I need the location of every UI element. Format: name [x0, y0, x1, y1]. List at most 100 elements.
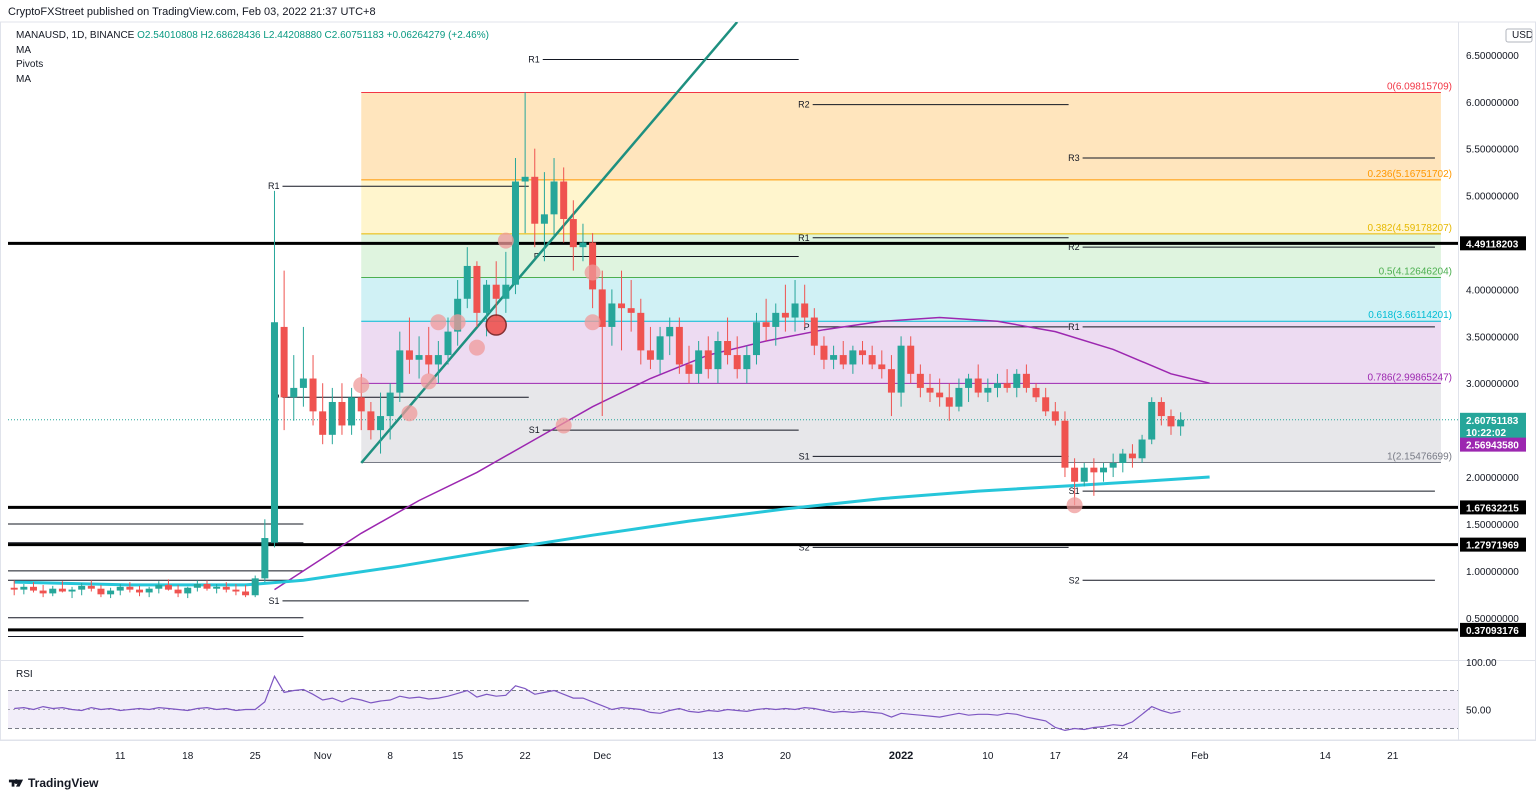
candle-body: [839, 355, 847, 365]
indicator-ma-200[interactable]: MA: [16, 73, 31, 85]
highlight-marker: [353, 377, 370, 394]
candle-body: [579, 242, 587, 248]
fib-zone: [361, 92, 1441, 180]
candle-body: [415, 355, 423, 360]
candle-body: [261, 538, 269, 579]
candle-body: [68, 589, 76, 592]
key-level-badge-text: 0.37093176: [1466, 626, 1519, 637]
candle-body: [367, 411, 375, 431]
candle-body: [425, 355, 433, 365]
key-level-badge: [1460, 236, 1526, 251]
candle-body: [791, 303, 799, 318]
candle-body: [405, 350, 413, 360]
candle-body: [463, 265, 471, 299]
highlight-marker: [555, 417, 572, 434]
pivot-label: R2: [798, 100, 810, 110]
candle-body: [1071, 467, 1079, 482]
candle-body: [174, 589, 182, 594]
highlight-marker-large: [485, 314, 507, 336]
candle-body: [338, 401, 346, 426]
highlight-marker: [497, 232, 514, 249]
x-tick-label: Nov: [314, 751, 332, 762]
indicator-pivots[interactable]: Pivots: [16, 59, 44, 70]
candle-body: [502, 284, 510, 299]
x-tick-label: 21: [1387, 751, 1399, 762]
candle-body: [897, 345, 905, 393]
pivot-label: S1: [529, 425, 540, 435]
candle-body: [444, 331, 452, 356]
rsi-line: [14, 674, 1181, 732]
candle-body: [1109, 462, 1117, 468]
candle-body: [724, 341, 732, 356]
key-level-badge-text: 1.27971969: [1466, 541, 1519, 552]
key-level-badge: [1460, 622, 1526, 637]
x-tick-label: 18: [182, 751, 194, 762]
fib-level-label: 0(6.09815709): [1387, 82, 1452, 93]
rsi-tick-label: 50.00: [1466, 706, 1491, 717]
candle-body: [907, 345, 915, 374]
last-price-badge-text: 10:22:02: [1466, 428, 1506, 439]
ohlc-values: O2.54010808 H2.68628436 L2.44208880 C2.6…: [137, 30, 489, 41]
y-tick-label: 1.00000000: [1466, 567, 1519, 578]
y-tick-label: 1.50000000: [1466, 520, 1519, 531]
symbol-row[interactable]: MANAUSD, 1D, BINANCE O2.54010808 H2.6862…: [16, 29, 489, 44]
candle-body: [299, 378, 307, 388]
candle-body: [627, 308, 635, 313]
candle-body: [1119, 453, 1127, 463]
pivot-label: S1: [799, 451, 810, 461]
candle-body: [772, 312, 780, 327]
x-tick-label: 22: [520, 751, 532, 762]
ma-value-badge: [1460, 437, 1526, 452]
highlight-marker: [420, 373, 437, 390]
candle-body: [136, 589, 144, 593]
fib-level-label: 0.618(3.66114201): [1368, 310, 1452, 321]
highlight-marker: [449, 314, 466, 331]
pivot-label: P: [804, 322, 810, 332]
tradingview-brand: TradingView: [28, 776, 99, 790]
candle-body: [1090, 467, 1098, 473]
candle-body: [1157, 401, 1165, 417]
candle-body: [743, 355, 751, 370]
candle-body: [1032, 387, 1040, 398]
candle-body: [733, 355, 741, 370]
candle-body: [598, 289, 606, 327]
x-tick-label: 15: [452, 751, 464, 762]
candle-body: [550, 181, 558, 215]
candle-body: [859, 350, 867, 356]
ma-200-line: [14, 475, 1210, 587]
candle-body: [49, 588, 57, 594]
x-tick-label: 14: [1320, 751, 1332, 762]
y-tick-label: 0.50000000: [1466, 614, 1519, 625]
candle-body: [164, 584, 172, 590]
candle-body: [203, 584, 211, 589]
x-tick-label: 20: [780, 751, 792, 762]
fib-zone: [361, 233, 1441, 278]
fib-zone: [361, 277, 1441, 322]
currency-badge: [1505, 28, 1533, 43]
highlight-marker: [1066, 497, 1083, 514]
indicator-ma-50[interactable]: MA: [16, 44, 31, 56]
candle-body: [280, 326, 288, 398]
candle-body: [184, 587, 192, 594]
pivot-label: R1: [528, 55, 540, 65]
candle-body: [762, 322, 770, 327]
candle-body: [704, 350, 712, 370]
candle-body: [752, 322, 760, 356]
y-tick-label: 3.50000000: [1466, 332, 1519, 343]
ma-value-badge-text: 2.56943580: [1466, 441, 1519, 452]
candle-body: [290, 387, 298, 398]
last-price-badge: [1460, 412, 1526, 439]
candle-body: [328, 401, 336, 435]
candle-body: [348, 397, 356, 426]
candle-body: [20, 586, 28, 590]
candle-body: [878, 364, 886, 370]
publish-header: CryptoFXStreet published on TradingView.…: [0, 0, 1536, 22]
key-level-badge-text: 4.49118203: [1466, 239, 1519, 250]
candle-body: [58, 588, 66, 592]
candle-body: [618, 303, 626, 309]
candle-body: [984, 387, 992, 393]
candle-body: [849, 350, 857, 365]
pivot-label: S1: [268, 596, 279, 606]
x-tick-label: 25: [250, 751, 262, 762]
